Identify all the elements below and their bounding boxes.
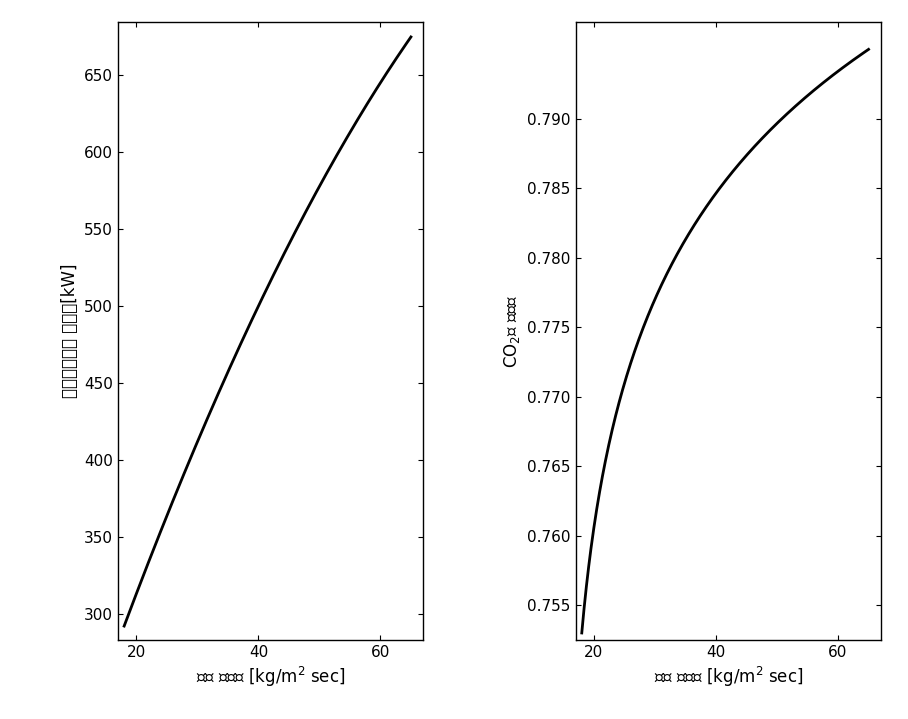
Y-axis label: CO$_2$의 전환율: CO$_2$의 전환율	[502, 294, 522, 367]
Y-axis label: 흡수탑에서의 제열량[kW]: 흡수탑에서의 제열량[kW]	[61, 263, 79, 398]
X-axis label: 고체 순환율 [kg/m$^2$ sec]: 고체 순환율 [kg/m$^2$ sec]	[654, 665, 803, 690]
X-axis label: 고체 순환율 [kg/m$^2$ sec]: 고체 순환율 [kg/m$^2$ sec]	[196, 665, 345, 690]
